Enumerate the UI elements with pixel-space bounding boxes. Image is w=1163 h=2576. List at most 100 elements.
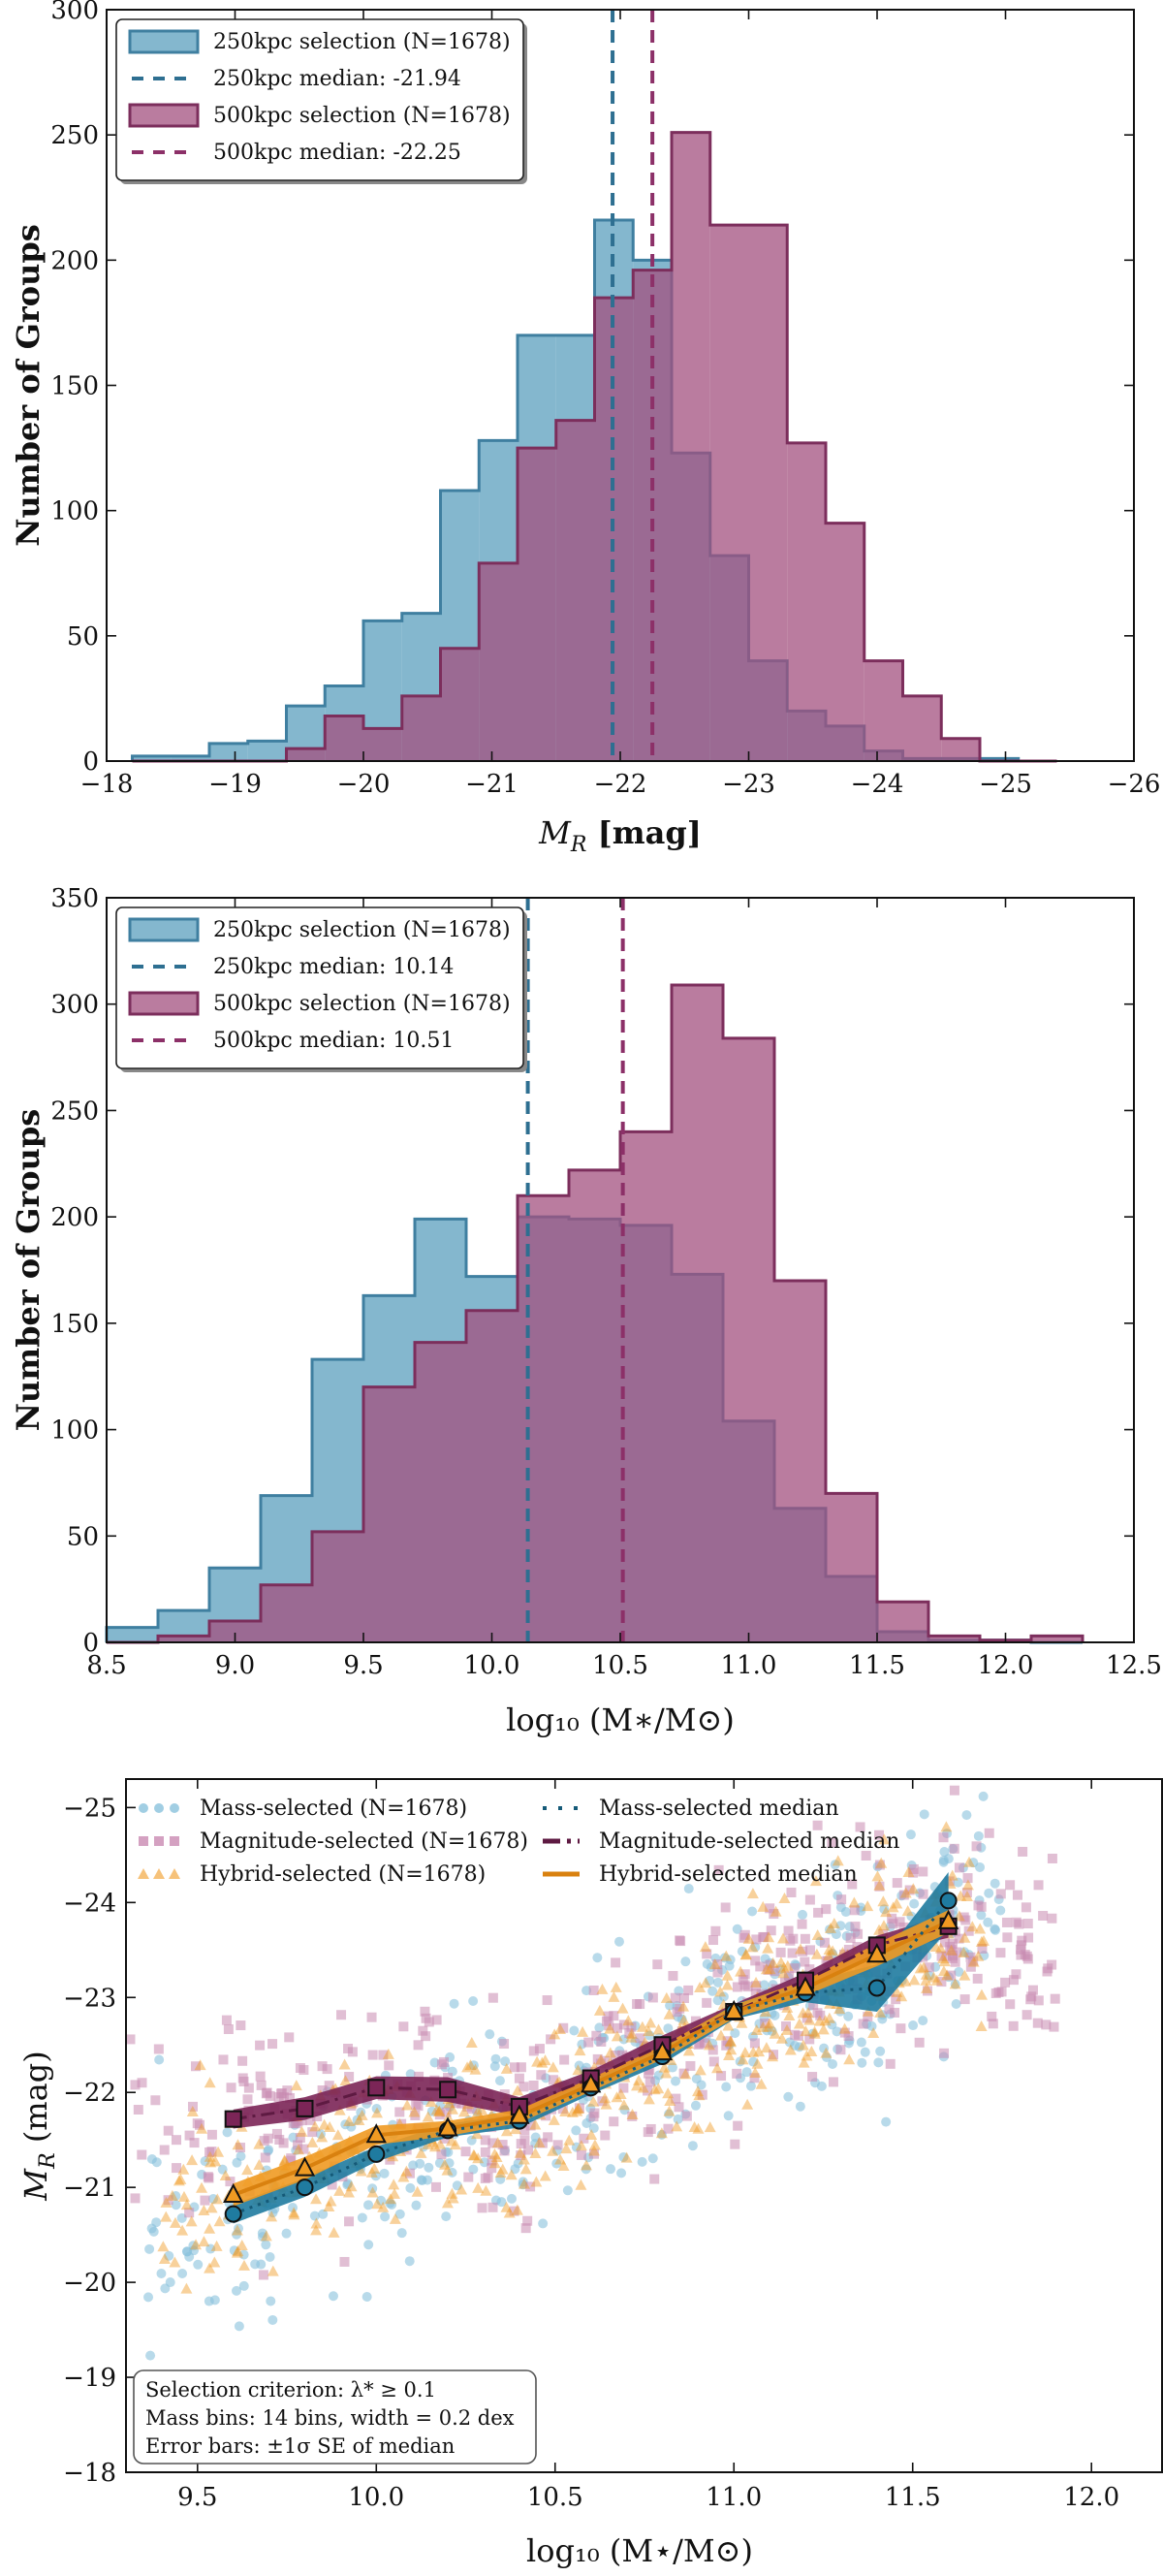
y-tick-label: −23 xyxy=(63,1984,116,2013)
magnitude-selected-point xyxy=(1047,1913,1057,1924)
magnitude-selected-point xyxy=(1032,2018,1043,2028)
hybrid-selected-point xyxy=(770,1905,782,1917)
hybrid-selected-point xyxy=(694,2064,707,2076)
magnitude-selected-point xyxy=(1022,2010,1032,2020)
magnitude-selected-point xyxy=(733,2120,743,2131)
magnitude-selected-point xyxy=(804,1894,815,1905)
magnitude-selected-point xyxy=(460,2147,471,2157)
hybrid-selected-point xyxy=(753,2046,766,2057)
hybrid-selected-point xyxy=(614,2087,627,2099)
histogram-bar-250kpc xyxy=(209,743,248,761)
magnitude-selected-point xyxy=(189,2138,200,2148)
magnitude-selected-point xyxy=(297,2115,307,2126)
mass-selected-point xyxy=(919,1809,929,1820)
magnitude-selected-point xyxy=(936,1951,947,1961)
hybrid-selected-point xyxy=(309,2120,322,2132)
histogram-bar-500kpc xyxy=(209,1621,261,1642)
magnitude-selected-point xyxy=(671,2093,681,2104)
x-tick-label: 11.5 xyxy=(849,1651,905,1680)
hybrid-selected-point xyxy=(824,1922,836,1933)
mass-selected-point xyxy=(879,1904,890,1915)
hybrid-selected-point xyxy=(808,2025,821,2037)
mass-selected-point xyxy=(405,2182,416,2193)
mass-selected-point xyxy=(231,2285,241,2296)
magnitude-selected-point xyxy=(394,2107,405,2117)
hybrid-median-marker xyxy=(795,1976,816,1996)
mass-selected-point xyxy=(370,2171,381,2181)
legend-box xyxy=(115,18,524,181)
magnitude-selected-point xyxy=(888,1919,898,1929)
hybrid-selected-point xyxy=(819,2015,832,2026)
magnitude-selected-point xyxy=(984,1828,994,1838)
hybrid-selected-point xyxy=(577,2025,589,2037)
legend-label: Hybrid-selected median xyxy=(599,1862,858,1887)
magnitude-selected-point xyxy=(887,1913,897,1924)
magnitude-selected-point xyxy=(702,1949,712,1959)
hybrid-selected-point xyxy=(777,1967,790,1979)
hybrid-selected-point xyxy=(648,2083,661,2095)
hybrid-selected-point xyxy=(318,2118,330,2130)
hybrid-selected-point xyxy=(746,1941,759,1953)
mass-selected-point xyxy=(376,2195,387,2206)
magnitude-selected-point xyxy=(317,2085,328,2096)
hybrid-selected-point xyxy=(536,2056,549,2068)
x-tick-label: −25 xyxy=(979,770,1032,799)
mass-selected-point xyxy=(267,2314,278,2325)
magnitude-selected-point xyxy=(221,2015,232,2025)
mass-selected-point xyxy=(821,2051,832,2062)
magnitude-selected-point xyxy=(755,1961,766,1972)
magnitude-selected-point xyxy=(600,2130,611,2141)
x-tick-label: 12.0 xyxy=(1063,2483,1119,2512)
magnitude-selected-point xyxy=(414,2071,424,2082)
magnitude-selected-point xyxy=(378,2050,389,2060)
hybrid-selected-point xyxy=(955,1890,967,1901)
hybrid-selected-point xyxy=(559,2106,572,2117)
mass-selected-point xyxy=(968,1858,979,1868)
magnitude-selected-point xyxy=(421,2031,431,2042)
mass-selected-point xyxy=(647,2153,658,2164)
magnitude-selected-point xyxy=(541,2111,551,2121)
histogram-bar-500kpc xyxy=(902,695,942,761)
hybrid-selected-point xyxy=(553,2022,566,2034)
hybrid-selected-point xyxy=(338,2058,351,2070)
hybrid-selected-point xyxy=(371,2198,384,2210)
mass-selected-point xyxy=(995,1905,1006,1916)
hybrid-selected-point xyxy=(593,2004,606,2016)
magnitude-selected-point xyxy=(603,2011,613,2021)
hybrid-selected-point xyxy=(967,1956,980,1967)
magnitude-median-marker xyxy=(296,2099,314,2117)
mass-selected-point xyxy=(281,2228,292,2239)
magnitude-selected-point xyxy=(885,2058,896,2069)
magnitude-selected-point xyxy=(850,1922,861,1932)
hybrid-selected-point xyxy=(802,2007,814,2019)
mass-selected-point xyxy=(747,1906,758,1917)
magnitude-selected-point xyxy=(172,2163,182,2174)
magnitude-selected-point xyxy=(523,2145,534,2155)
magnitude-selected-point xyxy=(819,1937,830,1948)
histogram-bar-500kpc xyxy=(774,1280,826,1642)
legend-patch xyxy=(128,29,200,54)
hybrid-selected-point xyxy=(566,2106,579,2117)
x-tick-label: 10.0 xyxy=(348,2483,404,2512)
hybrid-selected-point xyxy=(643,2025,655,2037)
mass-selected-point xyxy=(856,2037,866,2048)
y-tick-label: −22 xyxy=(63,2079,116,2108)
hybrid-selected-point xyxy=(760,1963,772,1975)
mass-selected-point xyxy=(613,1936,624,1947)
mass-selected-point xyxy=(616,2168,627,2178)
mass-selected-point xyxy=(984,1888,994,1898)
magnitude-selected-point xyxy=(597,2096,608,2107)
mass-selected-point xyxy=(783,2091,794,2102)
hybrid-selected-point xyxy=(720,1950,733,1961)
legend-label: 250kpc median: -21.94 xyxy=(213,67,461,91)
histogram-outline-500kpc xyxy=(107,983,1084,1644)
magnitude-selected-point xyxy=(712,1967,723,1978)
histogram-bar-500kpc xyxy=(415,1342,466,1642)
hybrid-selected-point xyxy=(750,2023,763,2035)
magnitude-selected-point xyxy=(487,2155,497,2166)
magnitude-selected-point xyxy=(828,2077,838,2087)
magnitude-selected-point xyxy=(514,2073,524,2083)
hybrid-selected-point xyxy=(778,1892,791,1904)
hybrid-selected-point xyxy=(446,2187,458,2199)
magnitude-selected-point xyxy=(288,2117,299,2128)
